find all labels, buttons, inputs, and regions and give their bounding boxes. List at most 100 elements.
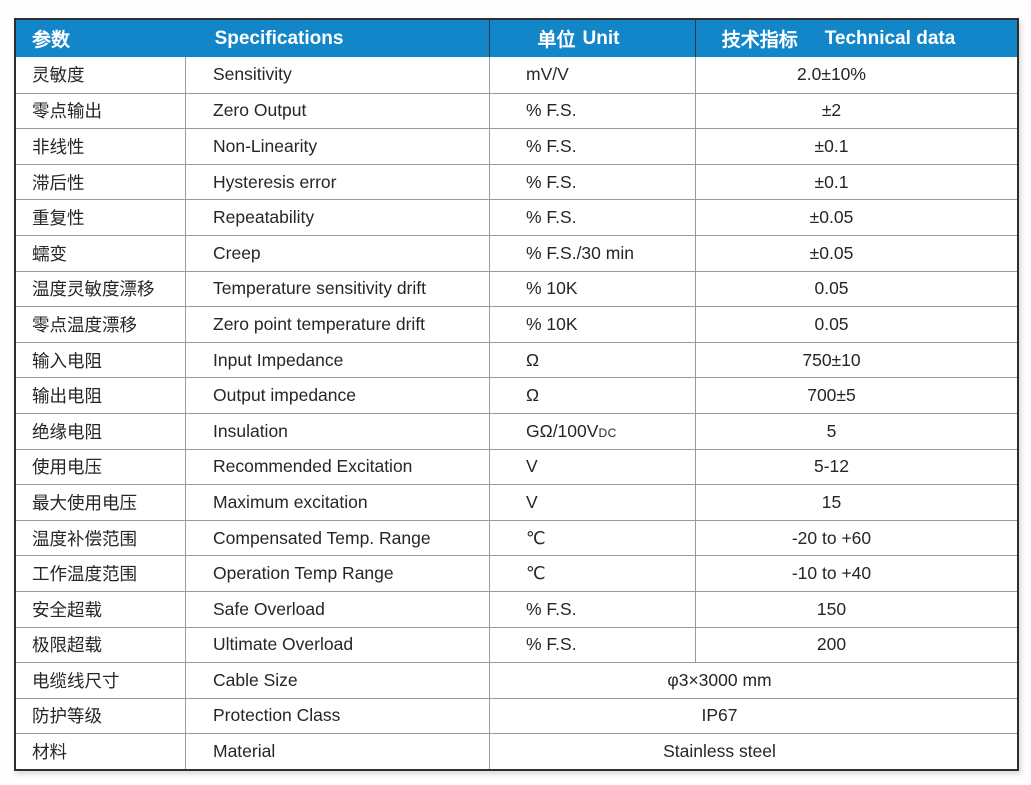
header-specifications: Specifications: [185, 20, 489, 57]
table-header-row: 参数 Specifications 单位 Unit 技术指标 Technical…: [16, 20, 1017, 57]
table-body: 灵敏度 Sensitivity mV/V 2.0±10% 零点输出 Zero O…: [16, 57, 1017, 769]
param-cn-cell: 零点温度漂移: [32, 314, 137, 335]
spec-en-cell: Maximum excitation: [185, 485, 489, 520]
unit-text: % 10K: [526, 278, 578, 299]
unit-text: ℃: [526, 527, 546, 548]
value-cell: 0.05: [695, 271, 1017, 307]
spec-en-cell: Non-Linearity: [185, 129, 489, 164]
param-cn-cell: 温度补偿范围: [32, 528, 137, 549]
table-row: 重复性 Repeatability % F.S. ±0.05: [16, 199, 1017, 235]
unit-cell: Ω: [489, 378, 695, 413]
unit-cell: V: [489, 485, 695, 520]
unit-text: % F.S.: [526, 207, 577, 228]
unit-text: % F.S.: [526, 598, 577, 619]
param-cn-cell: 滞后性: [32, 172, 85, 193]
table-row: 最大使用电压 Maximum excitation V 15: [16, 484, 1017, 520]
param-cn-cell: 工作温度范围: [32, 564, 137, 585]
table-row: 零点温度漂移 Zero point temperature drift % 10…: [16, 306, 1017, 342]
spec-en-cell: Zero point temperature drift: [185, 307, 489, 342]
unit-text: ℃: [526, 563, 546, 584]
spec-en-cell: Zero Output: [185, 93, 489, 129]
table-row: 安全超载 Safe Overload % F.S. 150: [16, 590, 1017, 627]
unit-text: % F.S.: [526, 100, 577, 121]
unit-cell: % F.S.: [489, 591, 695, 627]
unit-cell: % F.S.: [489, 164, 695, 200]
spec-en-cell: Ultimate Overload: [185, 627, 489, 663]
value-cell: ±0.1: [695, 129, 1017, 164]
param-cn-cell: 最大使用电压: [32, 492, 137, 513]
param-cn-cell: 输出电阻: [32, 386, 102, 407]
unit-cell: V: [489, 449, 695, 485]
specifications-table: 参数 Specifications 单位 Unit 技术指标 Technical…: [14, 18, 1019, 771]
spec-en-cell: Compensated Temp. Range: [185, 520, 489, 556]
spec-en-cell: Repeatability: [185, 200, 489, 235]
param-cn-cell: 材料: [32, 742, 67, 763]
table-row: 极限超载 Ultimate Overload % F.S. 200: [16, 626, 1017, 663]
spec-en-cell: Recommended Excitation: [185, 449, 489, 485]
value-cell: 5: [695, 413, 1017, 449]
value-cell: ±0.05: [695, 235, 1017, 271]
spec-en-cell: Input Impedance: [185, 342, 489, 378]
value-cell: -20 to +60: [695, 520, 1017, 556]
param-cn-cell: 安全超载: [32, 599, 102, 620]
param-cn-cell: 输入电阻: [32, 350, 102, 371]
table-row: 绝缘电阻 Insulation GΩ/100V DC 5: [16, 412, 1017, 449]
param-cn-cell: 温度灵敏度漂移: [32, 279, 155, 300]
table-row: 使用电压 Recommended Excitation V 5-12: [16, 448, 1017, 485]
unit-text: % 10K: [526, 313, 578, 334]
value-cell: ±0.05: [695, 200, 1017, 235]
table-row: 蠕变 Creep % F.S./30 min ±0.05: [16, 234, 1017, 271]
param-cn-cell: 电缆线尺寸: [32, 670, 120, 691]
param-cn-cell: 非线性: [32, 136, 85, 157]
table-row: 输出电阻 Output impedance Ω 700±5: [16, 377, 1017, 413]
spec-en-cell: Creep: [185, 235, 489, 271]
header-unit-en-label: Unit: [582, 27, 620, 49]
unit-cell: % F.S.: [489, 200, 695, 235]
spec-en-cell: Hysteresis error: [185, 164, 489, 200]
param-cn-cell: 零点输出: [32, 101, 102, 122]
unit-text: % F.S.: [526, 634, 577, 655]
param-cn-cell: 蠕变: [32, 243, 67, 264]
unit-cell: ℃: [489, 520, 695, 556]
unit-text: GΩ/100V: [526, 420, 599, 441]
unit-cell: % 10K: [489, 307, 695, 342]
unit-cell: GΩ/100V DC: [489, 413, 695, 449]
header-technical-data: 技术指标 Technical data: [695, 20, 1017, 57]
param-cn-cell: 重复性: [32, 208, 85, 229]
table-row: 灵敏度 Sensitivity mV/V 2.0±10%: [16, 57, 1017, 93]
unit-suffix-text: DC: [598, 426, 617, 441]
unit-text: mV/V: [526, 64, 569, 85]
unit-cell: % F.S.: [489, 627, 695, 663]
table-row: 工作温度范围 Operation Temp Range ℃ -10 to +40: [16, 555, 1017, 591]
table-row: 电缆线尺寸 Cable Size φ3×3000 mm: [16, 662, 1017, 698]
unit-text: Ω: [526, 385, 540, 406]
table-row: 温度补偿范围 Compensated Temp. Range ℃ -20 to …: [16, 519, 1017, 556]
spec-en-cell: Safe Overload: [185, 591, 489, 627]
table-row: 滞后性 Hysteresis error % F.S. ±0.1: [16, 163, 1017, 200]
value-cell: 150: [695, 591, 1017, 627]
unit-cell: % F.S.: [489, 129, 695, 164]
unit-text: Ω: [526, 349, 540, 370]
unit-text: % F.S.: [526, 171, 577, 192]
spec-en-cell: Temperature sensitivity drift: [185, 271, 489, 307]
value-cell: -10 to +40: [695, 556, 1017, 591]
header-param-label: 参数: [32, 30, 71, 51]
spec-en-cell: Protection Class: [185, 698, 489, 734]
header-param: 参数: [16, 20, 185, 57]
unit-text: V: [526, 456, 538, 477]
table-row: 非线性 Non-Linearity % F.S. ±0.1: [16, 128, 1017, 164]
table-row: 材料 Material Stainless steel: [16, 733, 1017, 769]
unit-text: V: [526, 491, 538, 512]
value-cell: φ3×3000 mm: [489, 663, 1017, 698]
param-cn-cell: 灵敏度: [32, 65, 85, 86]
value-cell: Stainless steel: [489, 734, 1017, 769]
header-technical-en-label: Technical data: [824, 27, 956, 49]
unit-text: % F.S./30 min: [526, 242, 634, 263]
value-cell: 0.05: [695, 307, 1017, 342]
unit-cell: % F.S./30 min: [489, 235, 695, 271]
value-cell: 2.0±10%: [695, 57, 1017, 93]
spec-en-cell: Sensitivity: [185, 57, 489, 93]
header-unit: 单位 Unit: [489, 20, 695, 57]
spec-en-cell: Insulation: [185, 413, 489, 449]
